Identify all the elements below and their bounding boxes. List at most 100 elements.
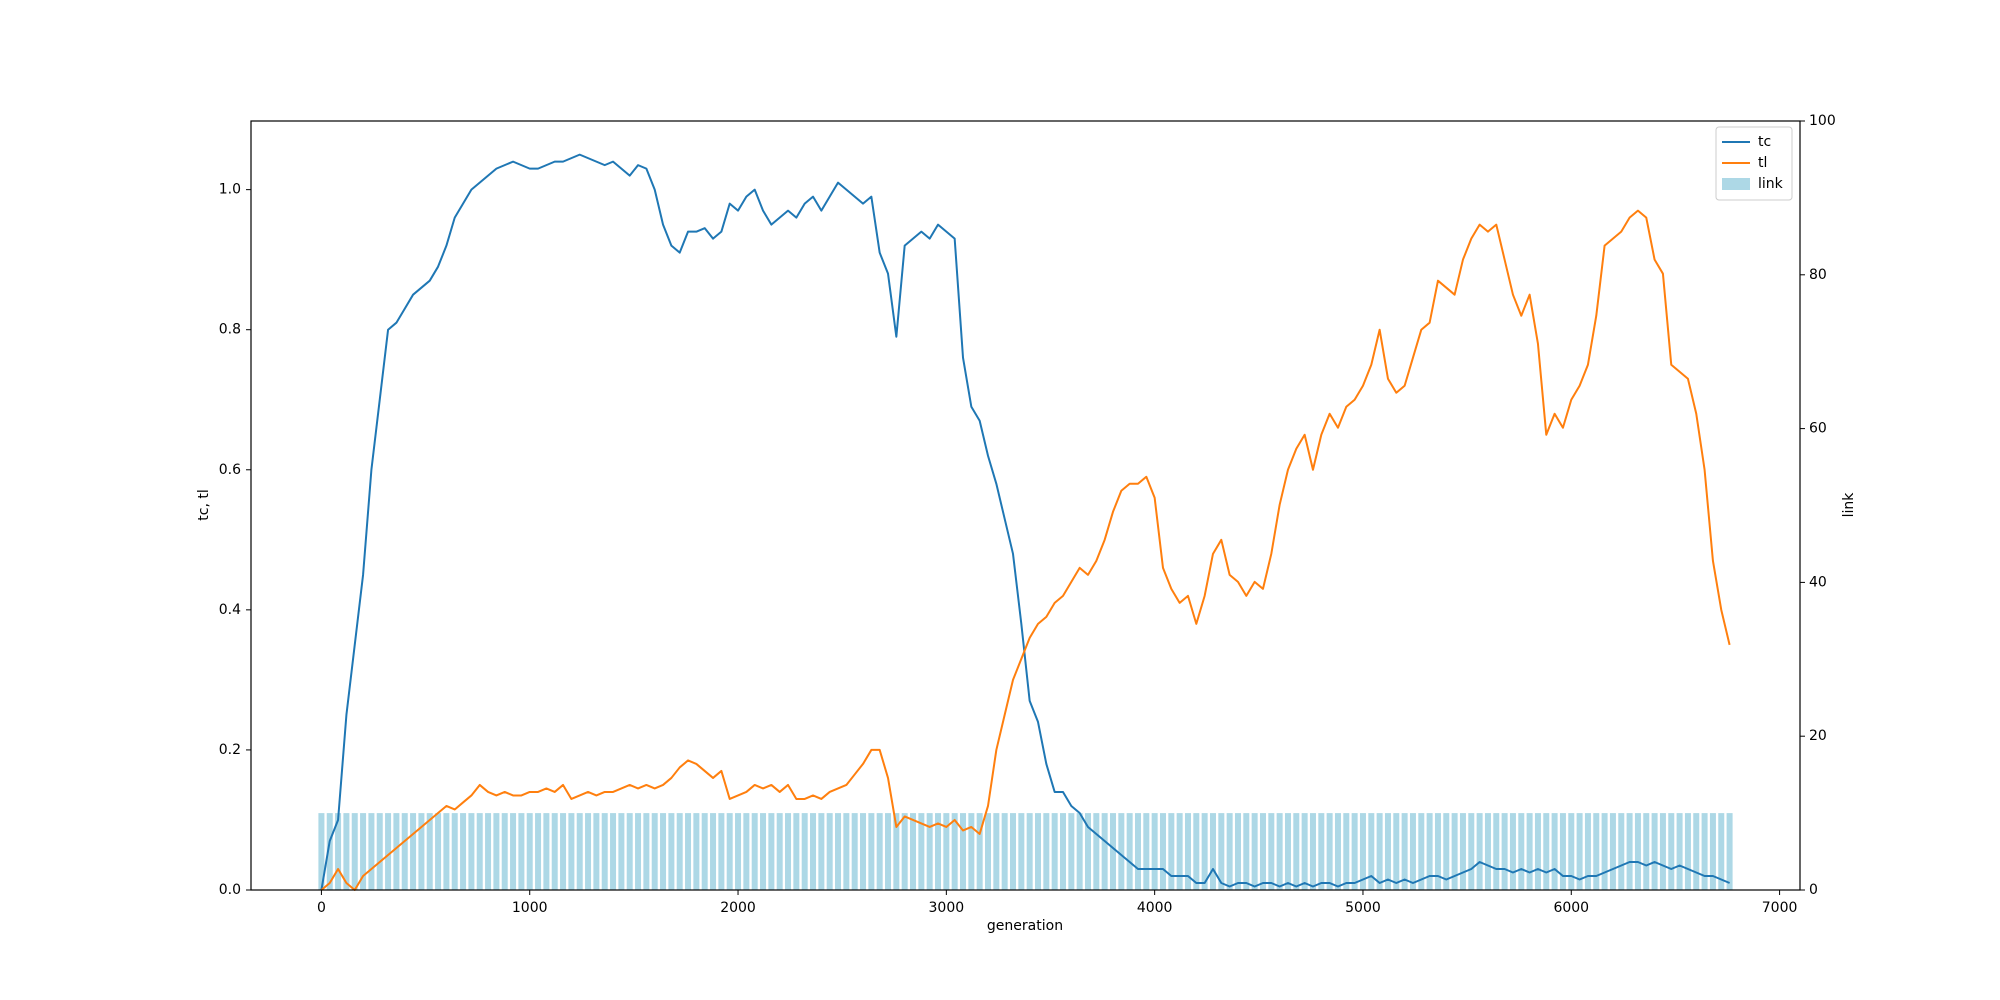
bar: [826, 813, 833, 890]
bar: [1459, 813, 1466, 890]
bar: [1626, 813, 1633, 890]
bar: [1609, 813, 1616, 890]
bar: [1468, 813, 1475, 890]
bar: [435, 813, 442, 890]
y-tick-label: 0.6: [219, 462, 241, 478]
bar: [618, 813, 625, 890]
legend-swatch: [1722, 178, 1750, 190]
bar: [326, 813, 333, 890]
bar: [418, 813, 425, 890]
bar: [576, 813, 583, 890]
y2-tick-label: 40: [1809, 574, 1827, 590]
bar: [885, 813, 892, 890]
bar: [843, 813, 850, 890]
y2-tick-label: 20: [1809, 728, 1827, 744]
bar: [643, 813, 650, 890]
bar: [1101, 813, 1108, 890]
bar: [1318, 813, 1325, 890]
bar: [1509, 813, 1516, 890]
bar: [460, 813, 467, 890]
bar: [1193, 813, 1200, 890]
bar: [1343, 813, 1350, 890]
bar: [1534, 813, 1541, 890]
bar: [1684, 813, 1691, 890]
y-axis-label: tc, tl: [196, 489, 212, 520]
bar: [626, 813, 633, 890]
bar: [501, 813, 508, 890]
bar: [526, 813, 533, 890]
bar: [1701, 813, 1708, 890]
bar: [1676, 813, 1683, 890]
bar: [1643, 813, 1650, 890]
bar: [1693, 813, 1700, 890]
y-tick-label: 1.0: [219, 182, 241, 198]
bar: [901, 813, 908, 890]
bar: [801, 813, 808, 890]
bar: [735, 813, 742, 890]
bar: [918, 813, 925, 890]
bar: [1034, 813, 1041, 890]
bar: [1068, 813, 1075, 890]
bar: [1026, 813, 1033, 890]
y2-tick-label: 100: [1809, 113, 1836, 129]
bar: [368, 813, 375, 890]
bar: [1418, 813, 1425, 890]
bar: [1393, 813, 1400, 890]
bar: [1084, 813, 1091, 890]
bar: [1551, 813, 1558, 890]
bar: [1176, 813, 1183, 890]
bar: [1259, 813, 1266, 890]
bar: [1151, 813, 1158, 890]
bar: [343, 813, 350, 890]
bar: [1368, 813, 1375, 890]
bar: [1076, 813, 1083, 890]
bar: [960, 813, 967, 890]
bar: [376, 813, 383, 890]
bar: [976, 813, 983, 890]
bar: [985, 813, 992, 890]
bar: [1568, 813, 1575, 890]
bar: [1118, 813, 1125, 890]
bar: [351, 813, 358, 890]
bar: [335, 813, 342, 890]
bar: [1443, 813, 1450, 890]
bar: [360, 813, 367, 890]
bar: [951, 813, 958, 890]
bar: [968, 813, 975, 890]
x-tick-label: 7000: [1762, 900, 1798, 916]
bar: [785, 813, 792, 890]
bar: [385, 813, 392, 890]
bar: [1268, 813, 1275, 890]
bar: [1334, 813, 1341, 890]
bar: [1184, 813, 1191, 890]
bar: [651, 813, 658, 890]
bar: [485, 813, 492, 890]
bar: [1043, 813, 1050, 890]
bar: [710, 813, 717, 890]
bar: [1376, 813, 1383, 890]
bar: [835, 813, 842, 890]
y-tick-label: 0.4: [219, 602, 241, 618]
bar: [1426, 813, 1433, 890]
bar: [1293, 813, 1300, 890]
bar: [1618, 813, 1625, 890]
bar: [635, 813, 642, 890]
bar: [443, 813, 450, 890]
bar: [318, 813, 325, 890]
bar: [1659, 813, 1666, 890]
bar: [1359, 813, 1366, 890]
y2-tick-label: 80: [1809, 267, 1827, 283]
bar: [718, 813, 725, 890]
bar: [1218, 813, 1225, 890]
line-series: [320, 209, 1731, 891]
bar: [1234, 813, 1241, 890]
bar: [543, 813, 550, 890]
x-tick-label: 1000: [512, 900, 548, 916]
bar: [910, 813, 917, 890]
bar: [610, 813, 617, 890]
bar: [1668, 813, 1675, 890]
bar: [1709, 813, 1716, 890]
bar: [1718, 813, 1725, 890]
bar: [551, 813, 558, 890]
bar: [1351, 813, 1358, 890]
